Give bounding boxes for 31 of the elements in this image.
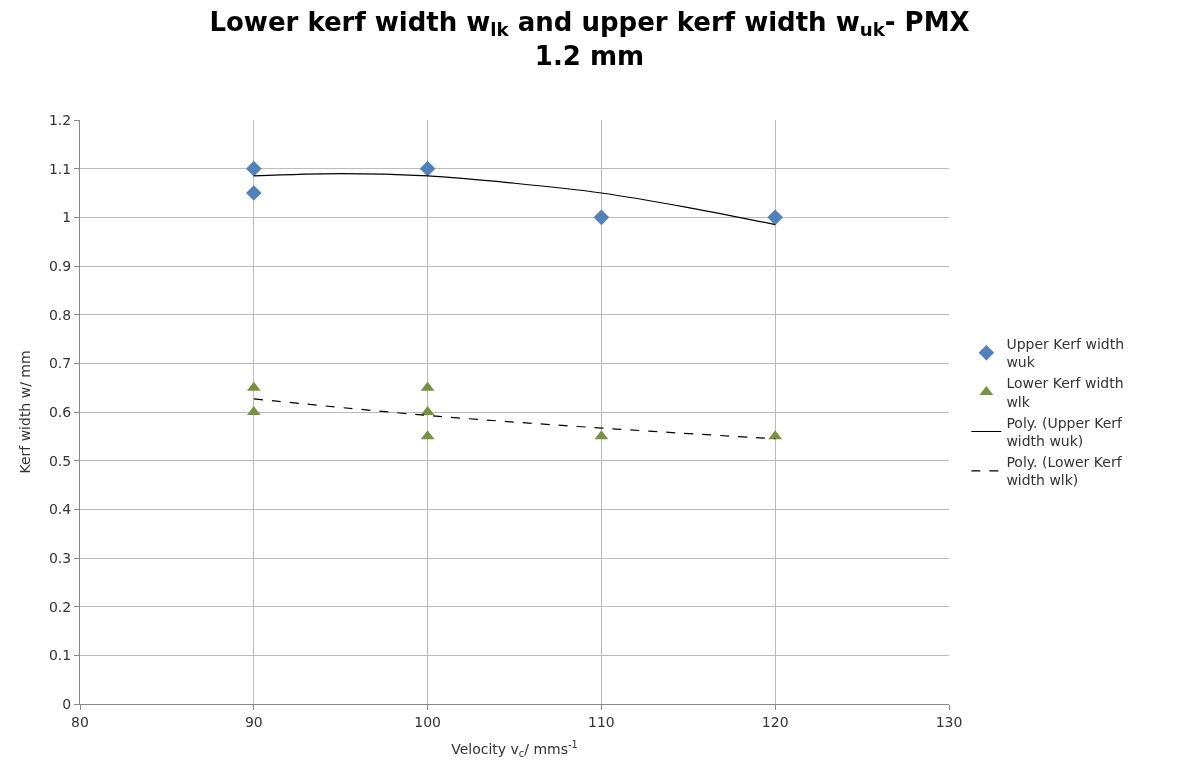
- y-tick-label: 0.2: [48, 598, 72, 615]
- x-tick-label: 130: [935, 713, 963, 730]
- y-axis-title: Kerf width w/ mm: [16, 350, 33, 474]
- y-tick-label: 0.8: [48, 306, 72, 323]
- x-tick-label: 120: [761, 713, 789, 730]
- legend-label: Upper Kerf width wuk: [1006, 336, 1125, 371]
- y-tick-label: 0.5: [48, 452, 72, 469]
- x-tick-label: 80: [71, 713, 89, 730]
- chart-title: Lower kerf width w$_{lk}$ and upper kerf width w$_{uk}$- PMX 1.2 mm: [209, 6, 970, 71]
- legend-label: Lower Kerf width wlk: [1006, 375, 1124, 410]
- y-tick-label: 1.2: [48, 111, 72, 128]
- y-tick-label: 0.7: [48, 355, 72, 372]
- point: [246, 185, 262, 201]
- y-tick-label: 1.1: [48, 160, 72, 177]
- y-tick-label: 0.4: [48, 501, 72, 518]
- point: [419, 160, 436, 177]
- x-axis-title: Velocity v$_{c}$/ mms$^{-1}$: [451, 739, 578, 760]
- x-tick-label: 100: [414, 713, 441, 730]
- y-tick-label: 0.1: [48, 647, 72, 664]
- x-tick-label: 110: [588, 713, 615, 730]
- point: [593, 209, 610, 226]
- legend-label: Poly. (Upper Kerf width wuk): [1006, 414, 1124, 450]
- y-tick-label: 1: [62, 209, 72, 226]
- y-tick-label: 0.6: [48, 403, 72, 420]
- legend-label: Poly. (Lower Kerf width wlk): [1006, 454, 1123, 489]
- y-tick-label: 0.9: [48, 257, 72, 274]
- point: [767, 209, 783, 226]
- point: [246, 160, 262, 177]
- y-tick-label: 0.3: [48, 549, 72, 566]
- x-tick-label: 90: [244, 713, 263, 730]
- y-tick-label: 0: [62, 695, 72, 712]
